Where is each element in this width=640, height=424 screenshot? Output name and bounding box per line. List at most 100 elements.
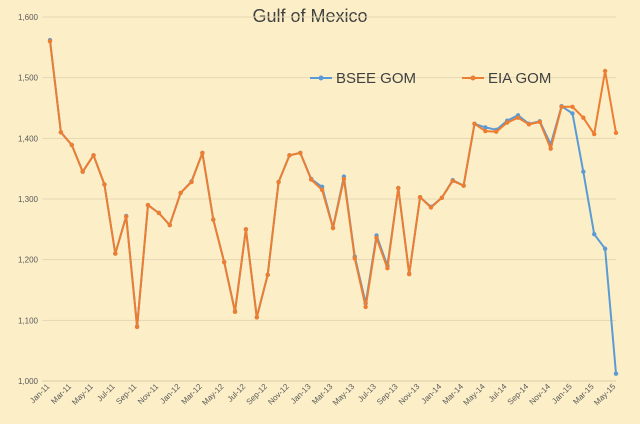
x-tick-label: Jan-12 — [158, 382, 182, 406]
y-tick-label: 1,000 — [18, 377, 39, 386]
data-point — [123, 214, 129, 219]
data-point — [461, 183, 466, 188]
legend-label: BSEE GOM — [336, 70, 416, 87]
data-point — [385, 265, 390, 271]
x-tick-label: Nov-13 — [397, 382, 422, 407]
data-point — [548, 146, 553, 151]
data-point — [450, 178, 455, 183]
series-eia-gom — [47, 39, 619, 330]
y-tick-label: 1,600 — [18, 13, 39, 22]
data-point — [613, 130, 619, 136]
x-tick-label: Mar-15 — [571, 382, 596, 407]
series-line — [49, 39, 617, 374]
data-point — [69, 142, 74, 148]
x-tick-label: Nov-12 — [266, 382, 291, 407]
x-tick-label: Sep-12 — [245, 382, 270, 407]
x-tick-label: Nov-11 — [136, 382, 161, 407]
data-point — [374, 235, 379, 241]
data-point — [472, 121, 477, 126]
data-point — [102, 182, 107, 187]
x-tick-label: May-12 — [200, 382, 226, 408]
data-point — [47, 39, 53, 44]
data-point — [526, 122, 532, 127]
data-point — [319, 187, 325, 193]
x-tick-label: Mar-11 — [49, 382, 73, 406]
data-point — [254, 315, 260, 320]
data-point — [592, 131, 597, 137]
data-point — [287, 153, 292, 158]
data-point — [483, 125, 488, 130]
x-tick-label: May-13 — [331, 382, 357, 408]
data-point — [341, 176, 347, 182]
data-point — [537, 119, 543, 125]
legend-marker — [318, 75, 324, 81]
data-point — [559, 104, 564, 109]
legend-label: EIA GOM — [488, 70, 551, 87]
x-tick-label: Mar-13 — [310, 382, 335, 407]
data-point — [232, 309, 238, 315]
x-tick-label: Jan-13 — [289, 382, 313, 406]
data-point — [265, 272, 270, 278]
data-point — [134, 324, 140, 330]
x-tick-label: May-11 — [70, 382, 95, 407]
data-point — [167, 222, 172, 228]
data-point — [494, 129, 499, 134]
data-point — [80, 169, 85, 174]
legend-item: EIA GOM — [462, 70, 551, 87]
data-point — [178, 190, 183, 196]
data-point — [221, 259, 227, 265]
data-point — [243, 227, 249, 232]
x-tick-label: May-15 — [592, 382, 618, 408]
series-bsee-gom — [47, 37, 619, 376]
data-point — [200, 150, 205, 156]
data-point — [592, 231, 597, 237]
data-point — [406, 272, 412, 277]
data-point — [602, 246, 608, 251]
data-point — [417, 194, 423, 200]
y-tick-label: 1,500 — [18, 74, 39, 83]
legend-marker — [470, 75, 476, 81]
data-point — [396, 185, 401, 191]
data-point — [581, 115, 586, 120]
data-point — [428, 205, 434, 210]
y-tick-label: 1,200 — [18, 256, 39, 265]
data-point — [145, 202, 151, 208]
data-point — [309, 177, 314, 182]
data-point — [211, 217, 216, 222]
y-tick-label: 1,100 — [18, 316, 39, 325]
chart-title: Gulf of Mexico — [252, 6, 367, 26]
data-point — [363, 304, 368, 310]
x-tick-label: May-14 — [462, 382, 488, 408]
y-tick-label: 1,400 — [18, 134, 39, 143]
x-tick-label: Sep-14 — [506, 382, 531, 407]
data-point — [581, 169, 586, 174]
data-point — [352, 256, 357, 261]
data-point — [113, 251, 118, 256]
x-tick-label: Sep-11 — [114, 382, 139, 407]
x-tick-label: Jan-14 — [420, 382, 444, 406]
legend: BSEE GOM EIA GOM — [310, 70, 551, 87]
data-point — [189, 179, 194, 185]
data-point — [298, 150, 303, 156]
data-point — [58, 130, 64, 135]
data-point — [483, 128, 488, 134]
legend-item: BSEE GOM — [310, 70, 416, 87]
x-tick-label: Mar-14 — [441, 382, 466, 407]
y-tick-label: 1,300 — [18, 195, 39, 204]
x-tick-label: Mar-12 — [180, 382, 205, 407]
data-point — [504, 120, 510, 125]
data-point — [156, 210, 162, 216]
data-point — [570, 111, 575, 116]
x-tick-label: Sep-13 — [375, 382, 400, 407]
data-point — [613, 371, 619, 376]
data-point — [91, 153, 96, 158]
series-group — [47, 37, 619, 376]
data-point — [602, 68, 608, 74]
data-point — [570, 104, 575, 109]
data-point — [276, 179, 281, 185]
x-tick-label: Nov-14 — [528, 382, 553, 407]
data-point — [515, 115, 521, 120]
